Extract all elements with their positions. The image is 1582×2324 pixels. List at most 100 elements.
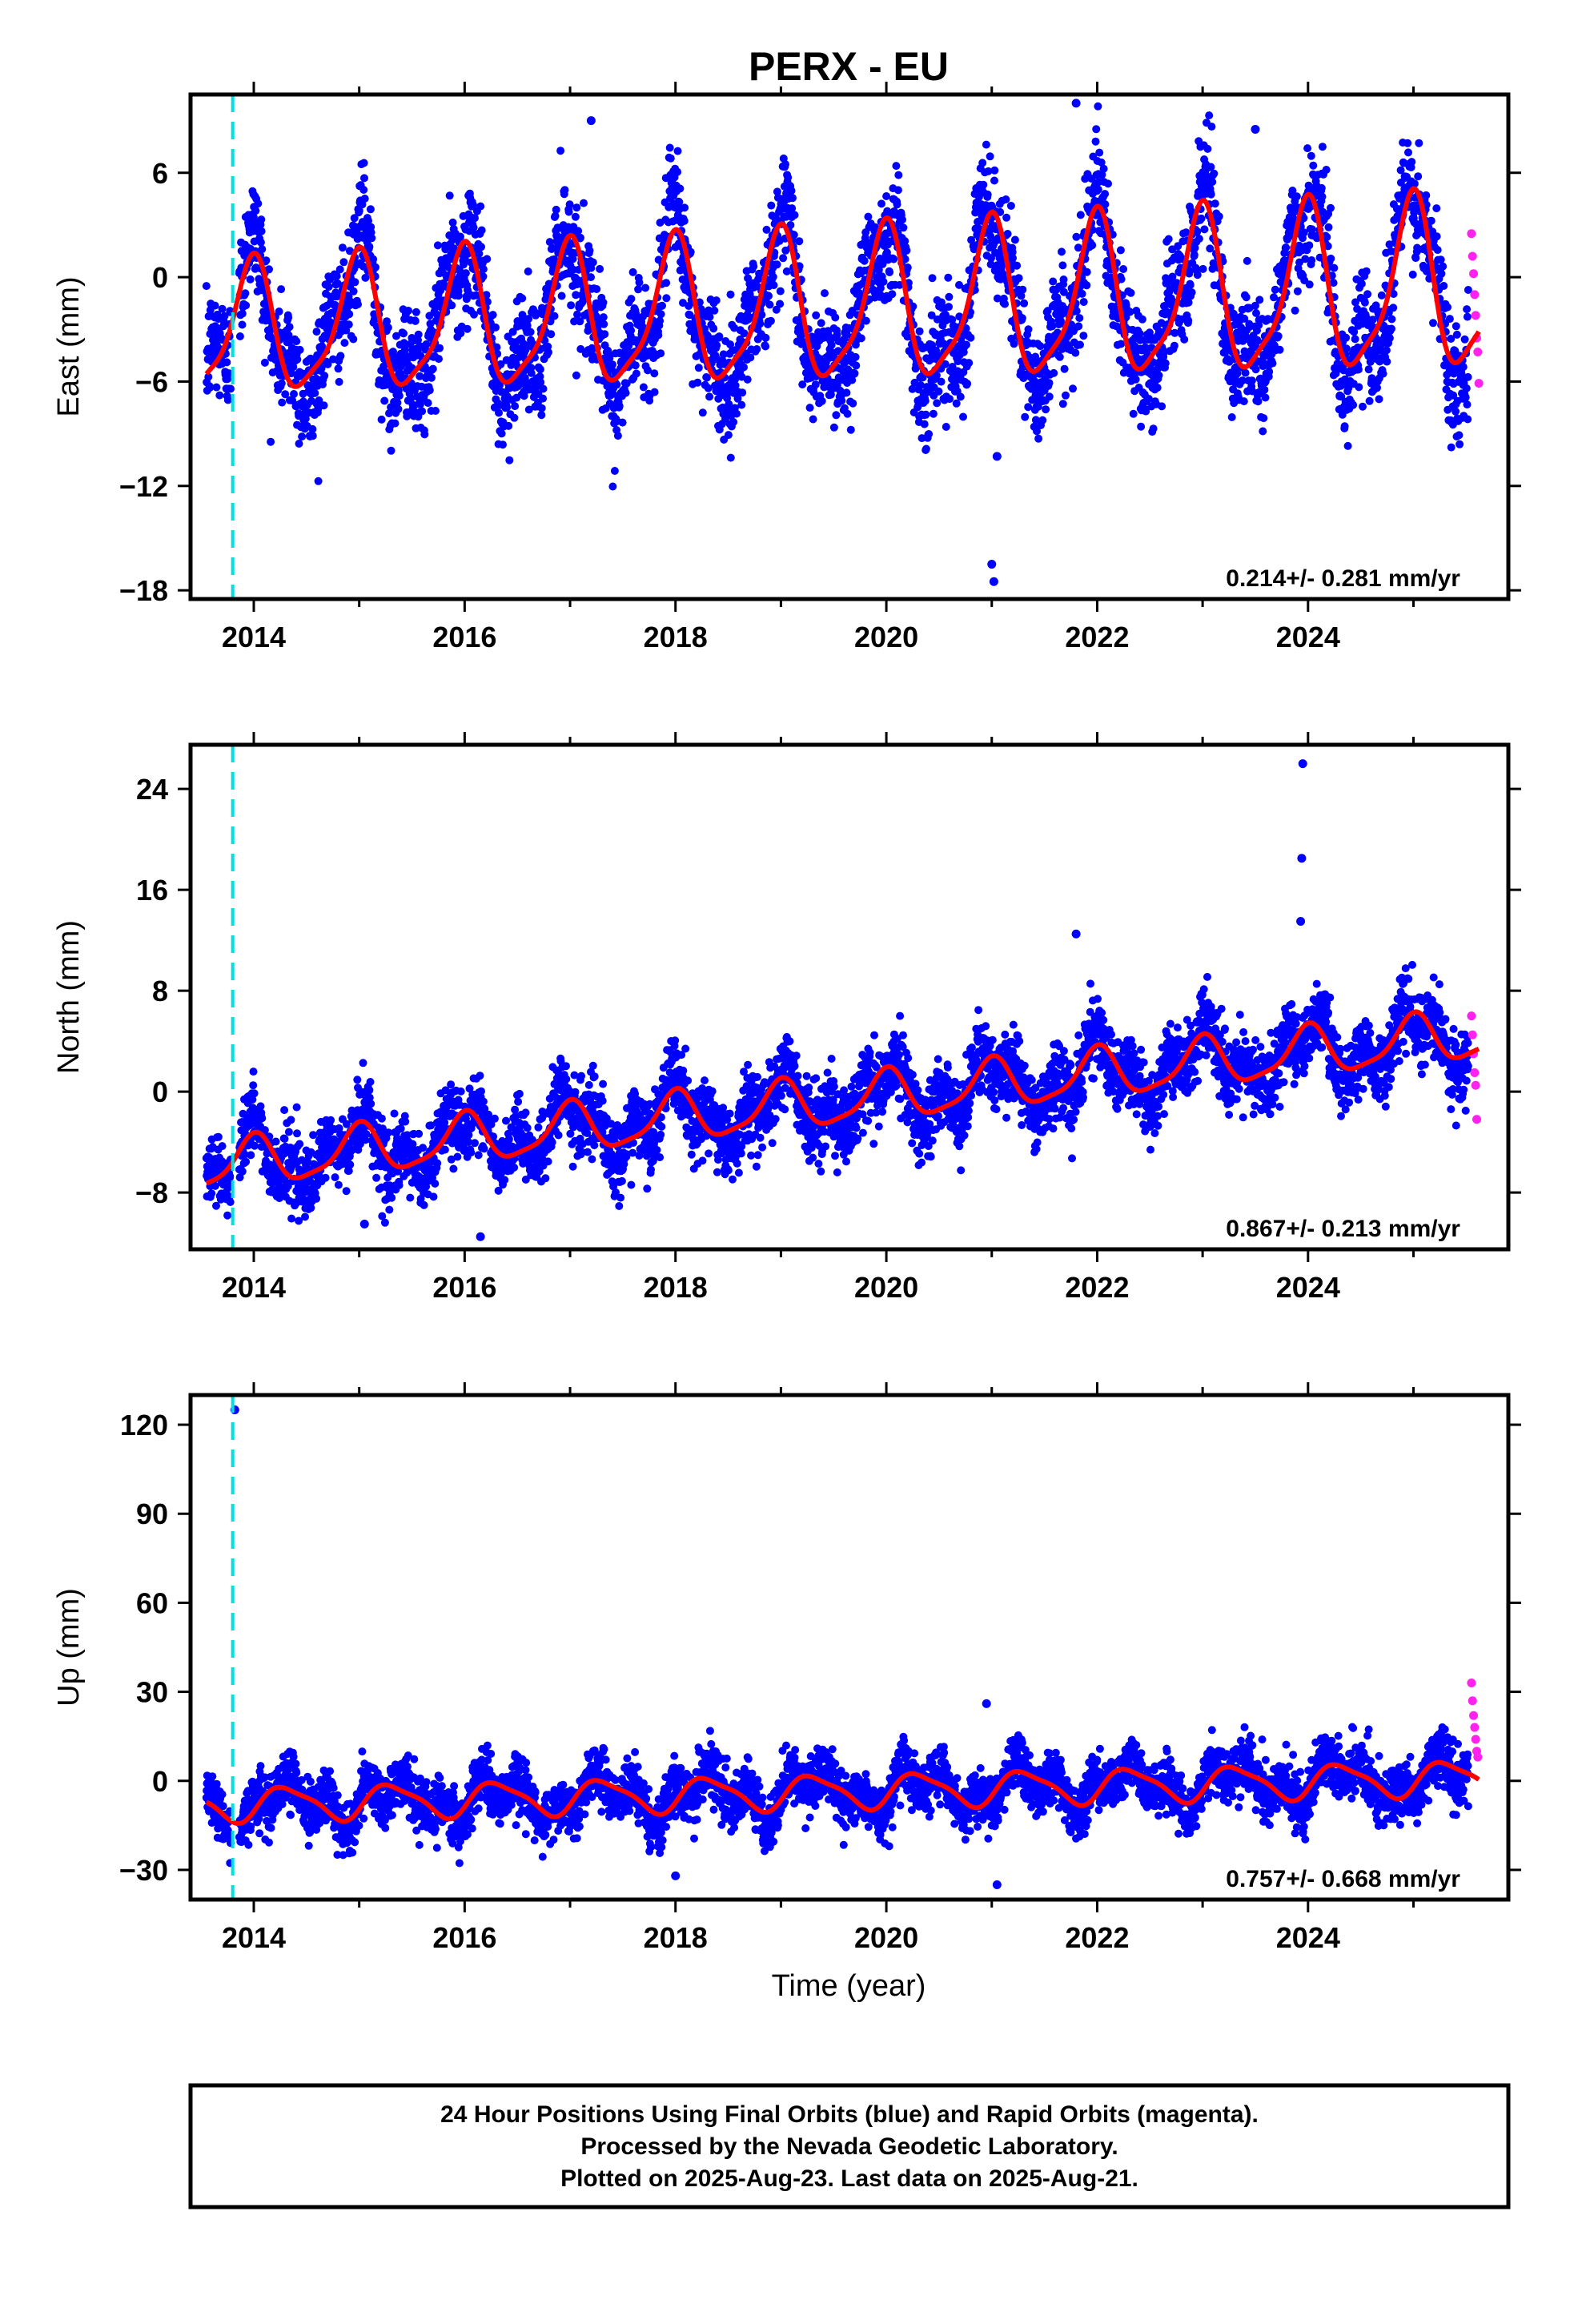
data-point xyxy=(1432,204,1441,213)
x-tick-label: 2022 xyxy=(1065,621,1129,653)
data-point xyxy=(1317,183,1326,192)
data-point xyxy=(730,324,739,332)
data-point xyxy=(1340,422,1349,431)
data-point xyxy=(1307,225,1316,234)
data-point xyxy=(784,173,793,182)
data-point xyxy=(761,333,770,342)
data-point xyxy=(223,396,232,404)
data-point xyxy=(901,237,909,245)
data-point xyxy=(295,345,304,354)
data-point xyxy=(422,340,431,348)
data-point xyxy=(544,348,552,356)
data-point xyxy=(746,353,755,362)
data-point xyxy=(704,384,713,392)
data-point xyxy=(226,1198,235,1206)
data-point xyxy=(1443,303,1452,312)
data-point xyxy=(1240,314,1249,323)
data-point xyxy=(287,369,296,378)
data-point xyxy=(323,360,332,368)
data-point xyxy=(833,331,841,340)
data-point xyxy=(257,215,266,224)
data-point xyxy=(1268,359,1277,368)
data-point xyxy=(292,337,301,346)
data-point xyxy=(894,171,903,179)
data-point xyxy=(456,329,465,338)
data-point xyxy=(1161,359,1170,368)
data-point xyxy=(1463,400,1472,409)
data-point xyxy=(984,167,993,175)
data-point xyxy=(1437,269,1446,278)
data-point xyxy=(1354,365,1363,374)
data-point xyxy=(1078,289,1086,298)
data-point xyxy=(773,260,781,269)
data-point xyxy=(1455,431,1464,440)
data-point xyxy=(1365,396,1374,405)
data-point xyxy=(1363,314,1371,323)
data-point xyxy=(965,359,974,368)
data-point xyxy=(411,316,420,325)
data-point xyxy=(1018,285,1027,294)
data-point xyxy=(776,287,785,296)
data-point xyxy=(1101,190,1110,199)
data-point xyxy=(600,320,608,328)
data-point xyxy=(380,396,389,405)
y-tick-label: 6 xyxy=(152,157,168,190)
data-point xyxy=(238,1167,247,1176)
data-point xyxy=(497,429,506,438)
data-point xyxy=(218,304,227,313)
data-point xyxy=(1117,275,1126,283)
data-point xyxy=(298,432,307,441)
data-point xyxy=(1351,335,1359,344)
data-point xyxy=(1001,300,1009,308)
data-point xyxy=(250,1089,259,1098)
data-point xyxy=(885,268,894,276)
data-point xyxy=(1464,286,1472,294)
data-point xyxy=(753,345,761,353)
data-point xyxy=(572,371,580,380)
x-tick-label: 2020 xyxy=(854,621,918,653)
data-point xyxy=(1098,171,1106,179)
data-point xyxy=(628,267,637,276)
data-point xyxy=(811,380,820,389)
data-point xyxy=(979,180,988,189)
data-point xyxy=(666,154,675,163)
data-point xyxy=(798,380,807,389)
data-point xyxy=(1303,144,1312,153)
plot-area xyxy=(202,745,1481,1249)
data-point xyxy=(548,243,556,252)
data-point xyxy=(1079,332,1088,340)
data-point xyxy=(573,310,581,319)
data-point xyxy=(260,358,269,367)
data-point xyxy=(1305,241,1314,250)
data-point xyxy=(576,233,584,242)
data-point xyxy=(848,376,857,384)
data-point xyxy=(342,1187,351,1196)
data-point xyxy=(537,411,546,420)
data-point xyxy=(846,425,855,434)
data-point xyxy=(1251,301,1259,310)
data-point xyxy=(676,184,685,193)
data-point xyxy=(1463,312,1472,321)
data-point xyxy=(349,287,358,296)
data-point xyxy=(627,326,636,335)
data-point xyxy=(608,360,616,369)
x-tick-label: 2018 xyxy=(644,621,708,653)
data-point xyxy=(1185,266,1194,275)
data-point xyxy=(956,392,965,401)
data-point xyxy=(400,329,408,338)
data-point xyxy=(246,275,255,283)
data-point xyxy=(1288,187,1297,195)
data-point xyxy=(1385,334,1394,343)
data-point xyxy=(334,1180,343,1189)
data-point xyxy=(795,237,804,246)
data-point xyxy=(570,317,579,326)
data-point xyxy=(1404,148,1412,157)
data-point xyxy=(1074,322,1083,331)
data-point xyxy=(331,1173,339,1182)
data-point xyxy=(1293,287,1302,296)
data-point xyxy=(944,273,953,282)
data-point xyxy=(1002,213,1011,222)
data-point xyxy=(812,311,821,320)
data-point xyxy=(622,379,631,388)
data-point xyxy=(782,267,791,275)
